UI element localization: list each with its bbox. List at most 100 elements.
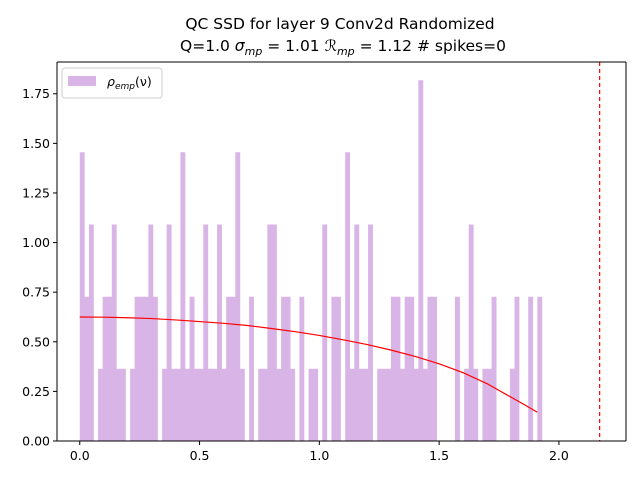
histogram-bar <box>276 368 282 441</box>
histogram-bars <box>79 80 543 442</box>
histogram-bar <box>537 296 543 441</box>
histogram-bar <box>368 224 373 441</box>
histogram-bar <box>111 224 117 441</box>
histogram-bar <box>377 368 383 441</box>
histogram-bar <box>509 368 515 441</box>
histogram-bar <box>221 368 227 441</box>
histogram-bar <box>299 296 305 441</box>
histogram-bar <box>413 368 419 441</box>
histogram-bar <box>386 368 392 441</box>
histogram-bar <box>175 368 181 441</box>
histogram-bar <box>322 224 328 441</box>
x-tick-label: 0.0 <box>70 448 90 463</box>
histogram-bar <box>180 152 186 442</box>
histogram-bar <box>217 224 222 441</box>
histogram-bar <box>194 368 200 441</box>
y-tick-label: 1.75 <box>22 86 50 101</box>
x-tick-label: 1.0 <box>309 448 329 463</box>
title-sigma-symbol: σ <box>235 37 246 55</box>
histogram-bar <box>262 368 268 441</box>
x-tick-label: 1.5 <box>429 448 449 463</box>
histogram-bar <box>358 368 364 441</box>
histogram-bar <box>258 368 264 441</box>
histogram-bar <box>249 296 254 441</box>
histogram-bar <box>102 296 108 441</box>
histogram-bar <box>171 368 177 441</box>
histogram-bar <box>166 224 172 441</box>
title-r-symbol: ℛ <box>325 37 337 55</box>
title-q-text: Q=1.0 <box>180 37 235 55</box>
histogram-bar <box>464 368 470 441</box>
histogram-bar <box>345 152 351 442</box>
histogram-bar <box>230 296 236 441</box>
histogram-bar <box>162 368 168 441</box>
histogram-bar <box>143 296 149 441</box>
x-tick-label: 2.0 <box>549 448 569 463</box>
histogram-bar <box>404 296 410 441</box>
legend-rho-argument: (ν) <box>135 74 152 89</box>
histogram-bar <box>528 296 534 441</box>
x-axis-ticks: 0.0 0.5 1.0 1.5 2.0 <box>70 441 569 463</box>
histogram-bar <box>381 368 387 441</box>
y-tick-label: 0.75 <box>22 285 50 300</box>
histogram-bar <box>134 296 140 441</box>
histogram-bar <box>427 296 433 441</box>
histogram-bar <box>395 296 401 441</box>
histogram-bar <box>422 368 428 441</box>
histogram-bar <box>308 368 314 441</box>
chart-title-line1: QC SSD for layer 9 Conv2d Randomized <box>185 15 494 33</box>
histogram-bar <box>473 368 479 441</box>
histogram-bar <box>207 368 213 441</box>
legend-frame <box>61 67 163 99</box>
histogram-bar <box>487 368 492 441</box>
histogram-bar <box>267 224 273 441</box>
histogram-bar <box>189 296 195 441</box>
histogram-bar <box>239 368 245 441</box>
legend-swatch <box>68 76 96 86</box>
histogram-bar <box>185 368 190 441</box>
histogram-bar <box>88 224 94 441</box>
legend-rho-subscript: emp <box>115 82 135 92</box>
histogram-bar <box>116 368 122 441</box>
mp-fit-curve-layer <box>79 316 538 413</box>
histogram-bar <box>514 296 520 441</box>
histogram-bar <box>152 296 158 441</box>
y-tick-label: 0.25 <box>22 384 50 399</box>
title-r-subscript: mp <box>337 45 355 58</box>
mp-fit-curve <box>79 316 538 413</box>
histogram-bar <box>418 80 424 441</box>
histogram-bar <box>107 296 113 441</box>
legend-label: ρemp(ν) <box>107 74 152 92</box>
histogram-bar <box>281 296 286 441</box>
histogram-bar <box>454 296 460 441</box>
histogram-bar <box>235 152 241 442</box>
histogram-bar <box>491 296 497 441</box>
histogram-bar <box>98 368 103 441</box>
histogram-bar <box>354 224 360 441</box>
y-tick-label: 1.25 <box>22 185 50 200</box>
histogram-bar <box>79 152 85 442</box>
histogram-bar <box>390 296 396 441</box>
y-tick-label: 0.00 <box>22 434 50 449</box>
histogram-bar <box>363 368 369 441</box>
histogram-bar <box>400 368 405 441</box>
histogram-bar <box>198 368 204 441</box>
x-tick-label: 0.5 <box>190 448 210 463</box>
histogram-bar <box>482 368 488 441</box>
y-tick-label: 0.50 <box>22 334 50 349</box>
histogram-bar <box>139 296 145 441</box>
histogram-bar <box>313 368 319 441</box>
y-tick-label: 1.00 <box>22 235 50 250</box>
histogram-bar <box>212 368 218 441</box>
title-sigma-subscript: mp <box>245 45 263 58</box>
legend-rho: ρ <box>107 74 115 89</box>
y-axis-ticks: 0.00 0.25 0.50 0.75 1.00 1.25 1.50 1.75 <box>22 86 57 449</box>
histogram-bar <box>432 296 437 441</box>
histogram-bar <box>409 296 415 441</box>
histogram-bar <box>203 224 209 441</box>
title-r-value-and-spikes: = 1.12 # spikes=0 <box>355 37 506 55</box>
title-sigma-value: = 1.01 <box>262 37 324 55</box>
histogram-bar <box>285 296 291 441</box>
